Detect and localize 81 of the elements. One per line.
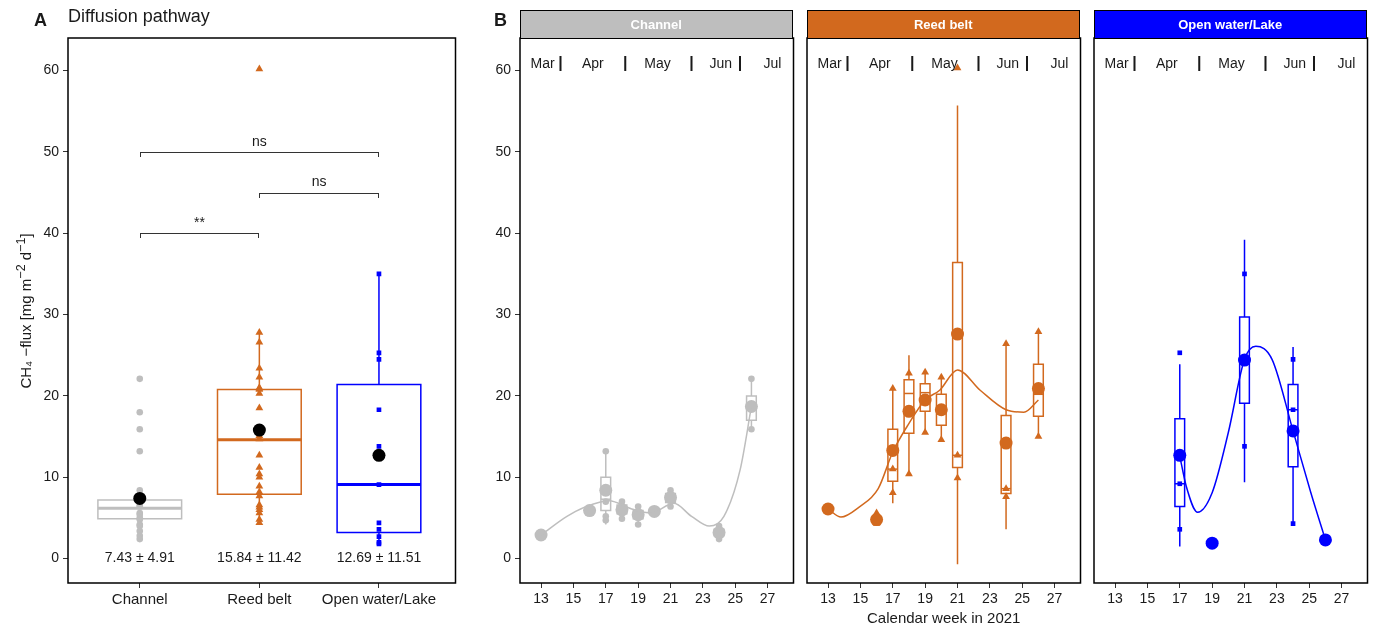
y-tick-label: 40 (495, 224, 512, 241)
x-tick-label: 27 (1046, 590, 1063, 607)
annotation: Jul (1050, 54, 1069, 71)
annotation: Mar (1104, 54, 1130, 71)
x-tick-label: 23 (982, 590, 998, 607)
x-tick-label: 13 (820, 590, 837, 607)
annotation: ns (251, 132, 267, 149)
y-tick-label: 10 (495, 468, 512, 485)
annotation: | (689, 54, 694, 72)
x-tick-label: 23 (1269, 590, 1285, 607)
chart-title: Open water/Lake (1094, 10, 1367, 39)
x-tick-label: Open water/Lake (321, 590, 437, 608)
annotation: Mar (530, 54, 556, 71)
annotation: May (1218, 54, 1245, 71)
x-tick-label: 17 (597, 590, 614, 607)
annotation: May (644, 54, 671, 71)
annotation: | (622, 54, 628, 72)
annotation: | (1196, 54, 1202, 72)
x-tick-label: 23 (695, 590, 711, 607)
x-tick-label: Channel (111, 590, 168, 608)
x-tick-label: 15 (1139, 590, 1156, 607)
annotation: ** (194, 214, 206, 231)
x-tick-label: 17 (884, 590, 901, 607)
annotation: | (1263, 54, 1268, 72)
x-tick-label: 27 (759, 590, 776, 607)
x-tick-label: 19 (917, 590, 934, 607)
annotation: Jun (996, 54, 1019, 71)
x-axis-title: Calendar week in 2021 (867, 609, 1021, 626)
y-tick-label: 0 (503, 549, 512, 566)
annotation: Mar (817, 54, 843, 71)
y-tick-label: 50 (43, 142, 60, 159)
x-tick-label: 13 (1107, 590, 1124, 607)
x-tick-label: 15 (852, 590, 869, 607)
y-tick-label: 0 (51, 549, 60, 566)
annotation: | (845, 54, 850, 72)
annotation: | (558, 54, 563, 72)
y-tick-label: 20 (495, 386, 512, 403)
annotation: | (976, 54, 981, 72)
annotation: Apr (868, 54, 892, 71)
y-tick-label: 40 (43, 224, 60, 241)
y-tick-label: 50 (495, 142, 512, 159)
text: B (494, 10, 507, 31)
annotation: Jun (1283, 54, 1306, 71)
annotation: Apr (581, 54, 605, 71)
chart-title: Diffusion pathway (68, 6, 210, 27)
annotation: 15.84 ± 11.42 (217, 548, 302, 565)
annotation: ns (311, 173, 327, 190)
x-tick-label: 25 (727, 590, 744, 607)
y-tick-label: 30 (43, 305, 60, 322)
annotation: | (1024, 54, 1030, 72)
annotation: | (737, 54, 743, 72)
x-tick-label: 21 (1236, 590, 1253, 607)
y-tick-label: 60 (43, 61, 60, 78)
x-tick-label: 27 (1333, 590, 1350, 607)
annotation: | (909, 54, 915, 72)
x-tick-label: 13 (533, 590, 550, 607)
chart-title: Reed belt (807, 10, 1080, 39)
annotation: 12.69 ± 11.51 (336, 548, 422, 565)
x-tick-label: 17 (1171, 590, 1188, 607)
annotation: | (1311, 54, 1317, 72)
y-tick-label: 10 (43, 468, 60, 485)
annotation: | (1132, 54, 1137, 72)
y-tick-label: 60 (495, 61, 512, 78)
y-tick-label: 20 (43, 386, 60, 403)
annotation: Jul (763, 54, 782, 71)
x-tick-label: 19 (630, 590, 647, 607)
x-tick-label: 21 (662, 590, 679, 607)
annotation: May (931, 54, 958, 71)
x-tick-label: 15 (565, 590, 582, 607)
annotation: Apr (1155, 54, 1179, 71)
x-tick-label: Reed belt (227, 590, 293, 608)
x-tick-label: 21 (949, 590, 966, 607)
chart-title: Channel (520, 10, 793, 39)
annotation: 7.43 ± 4.91 (104, 548, 175, 565)
x-tick-label: 19 (1204, 590, 1221, 607)
annotation: Jul (1337, 54, 1356, 71)
x-tick-label: 25 (1301, 590, 1318, 607)
annotation: Jun (709, 54, 732, 71)
text: A (34, 10, 47, 31)
y-tick-label: 30 (495, 305, 512, 322)
x-tick-label: 25 (1014, 590, 1031, 607)
